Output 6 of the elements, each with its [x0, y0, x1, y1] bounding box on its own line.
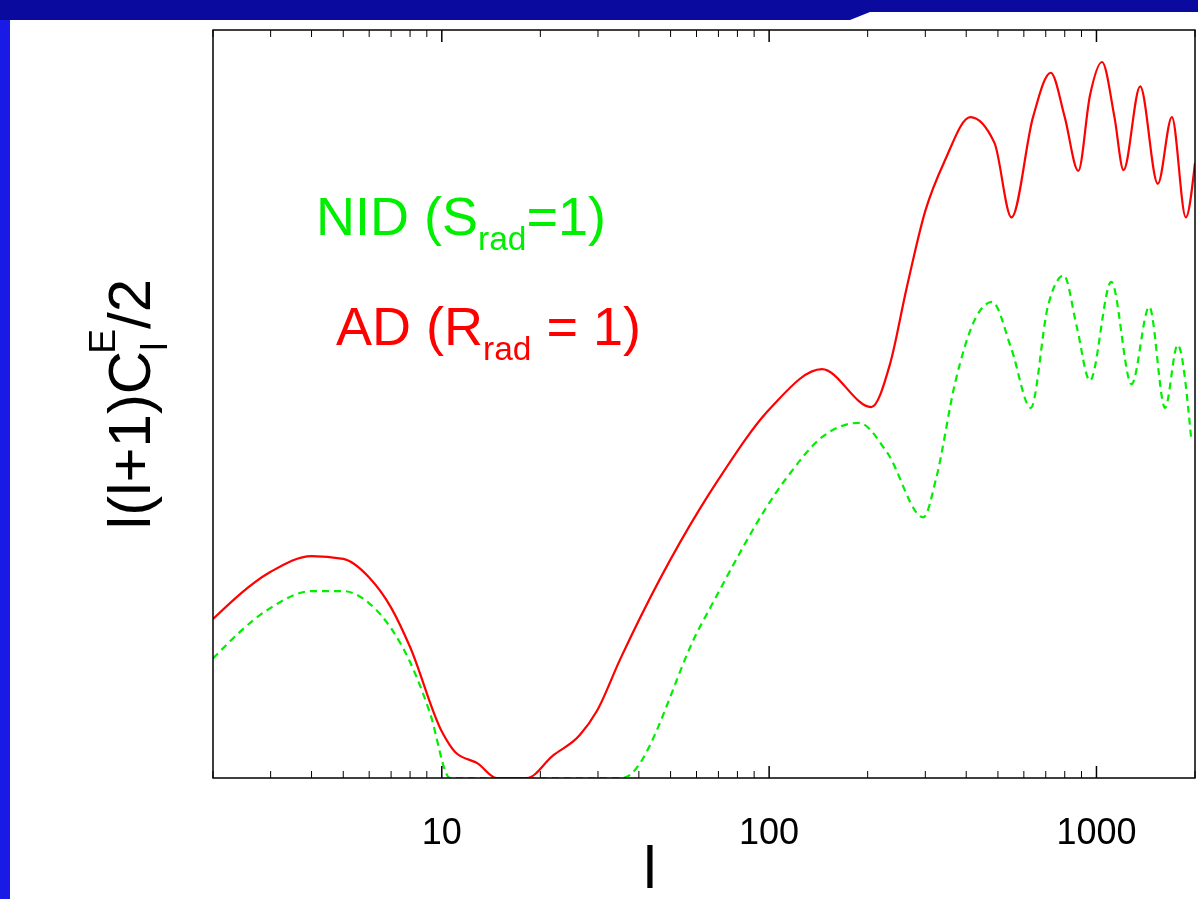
x-tick-label: 10	[421, 811, 462, 852]
text: AD (R$_{rad}$ = 1)	[336, 296, 641, 368]
x-tick-label: 1000	[1056, 811, 1137, 852]
x-tick-label: 100	[739, 811, 800, 852]
text: NID (S$_{rad}$=1)	[316, 186, 606, 258]
x-axis-title: l	[643, 834, 657, 899]
